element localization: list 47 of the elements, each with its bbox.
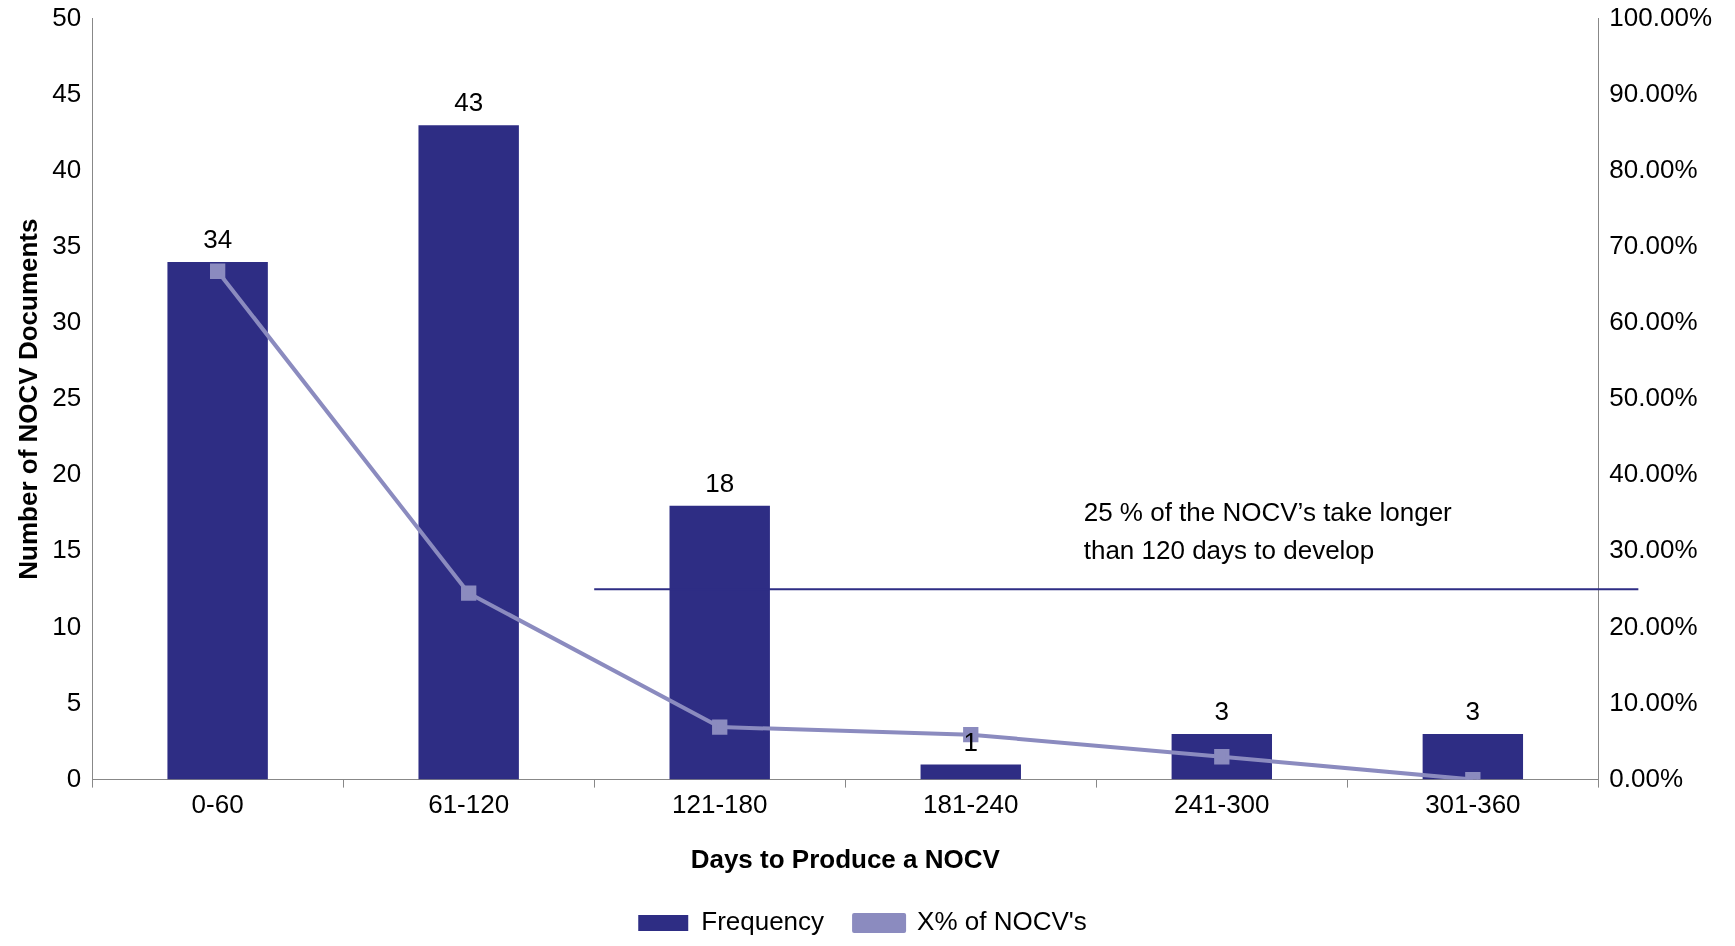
data-label: 34 bbox=[203, 224, 233, 255]
x-tick-label: 121-180 bbox=[672, 789, 768, 820]
data-label: 3 bbox=[1214, 696, 1230, 727]
y2-tick-label: 50.00% bbox=[1609, 382, 1698, 413]
y2-tick-label: 30.00% bbox=[1609, 534, 1698, 565]
x-tick-label: 301-360 bbox=[1425, 789, 1521, 820]
point bbox=[209, 263, 226, 279]
bar bbox=[1422, 733, 1524, 780]
legend-label: X% of NOCV's bbox=[917, 906, 1087, 937]
bar bbox=[418, 125, 519, 780]
data-label: 3 bbox=[1465, 696, 1481, 727]
data-label: 43 bbox=[454, 87, 484, 118]
y-tick-label: 0 bbox=[66, 762, 82, 793]
y-tick-label: 10 bbox=[52, 610, 82, 641]
y-tick-label: 40 bbox=[52, 153, 82, 184]
point bbox=[461, 585, 477, 601]
y2-tick-label: 10.00% bbox=[1609, 686, 1698, 717]
point bbox=[712, 719, 728, 735]
ref-line-label: 25 % of the NOCV’s take longer than 120 days to develop bbox=[1083, 497, 1453, 566]
point bbox=[1214, 749, 1230, 765]
y-tick-label: 35 bbox=[52, 230, 82, 261]
x-tick-label: 61-120 bbox=[428, 789, 510, 820]
x-tick-label: 241-300 bbox=[1174, 789, 1270, 820]
y2-tick-label: 60.00% bbox=[1609, 306, 1698, 337]
y-tick-label: 20 bbox=[52, 458, 82, 489]
y-tick-label: 45 bbox=[52, 77, 82, 108]
bar bbox=[920, 764, 1021, 780]
y-axis-title: Number of NOCV Documents bbox=[12, 218, 43, 580]
y2-tick-label: 40.00% bbox=[1609, 458, 1698, 489]
x-tick-label: 181-240 bbox=[923, 789, 1019, 820]
y2-tick-label: 70.00% bbox=[1609, 230, 1698, 261]
data-label: 1 bbox=[963, 726, 978, 757]
bar bbox=[167, 262, 268, 780]
y-tick-label: 25 bbox=[52, 382, 82, 413]
y-tick-label: 15 bbox=[52, 534, 82, 565]
x-axis-title: Days to Produce a NOCV bbox=[690, 843, 1001, 874]
y-tick-label: 30 bbox=[52, 306, 82, 337]
x-tick-label: 0-60 bbox=[191, 789, 244, 820]
y-tick-label: 50 bbox=[52, 1, 82, 32]
y2-tick-label: 80.00% bbox=[1609, 153, 1698, 184]
y2-tick-label: 20.00% bbox=[1609, 610, 1698, 641]
y2-tick-label: 0.00% bbox=[1609, 762, 1684, 793]
y2-tick-label: 90.00% bbox=[1609, 77, 1698, 108]
data-label: 18 bbox=[705, 467, 735, 498]
y-tick-label: 5 bbox=[66, 686, 82, 717]
y2-tick-label: 100.00% bbox=[1609, 1, 1713, 32]
legend-label: Frequency bbox=[701, 906, 825, 937]
